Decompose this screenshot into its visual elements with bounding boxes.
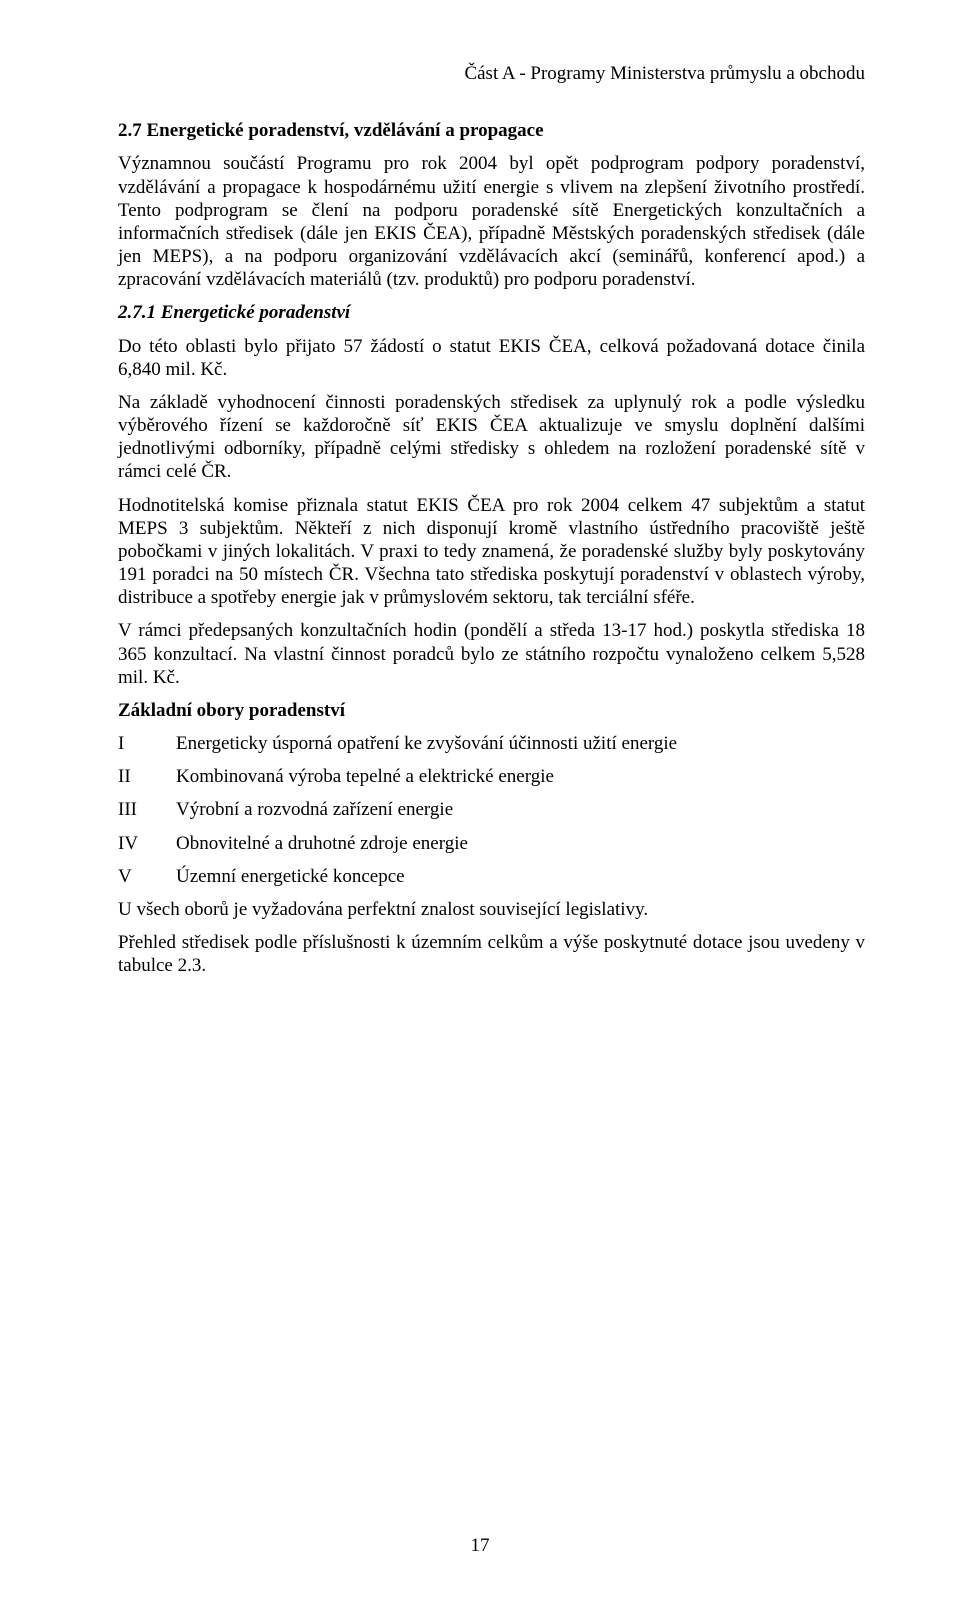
paragraph: Hodnotitelská komise přiznala statut EKI… [118,494,865,610]
definition-description: Energeticky úsporná opatření ke zvyšován… [176,732,865,755]
paragraph: Do této oblasti bylo přijato 57 žádostí … [118,335,865,381]
subsection-heading: 2.7.1 Energetické poradenství [118,301,865,324]
definition-list: I Energeticky úsporná opatření ke zvyšov… [118,732,865,888]
definition-row: III Výrobní a rozvodná zařízení energie [118,798,865,821]
definition-row: I Energeticky úsporná opatření ke zvyšov… [118,732,865,755]
definition-row: IV Obnovitelné a druhotné zdroje energie [118,832,865,855]
page: Část A - Programy Ministerstva průmyslu … [0,0,960,1605]
paragraph: Významnou součástí Programu pro rok 2004… [118,152,865,291]
paragraph: V rámci předepsaných konzultačních hodin… [118,619,865,689]
definition-term: II [118,765,176,788]
definition-term: III [118,798,176,821]
definition-description: Kombinovaná výroba tepelné a elektrické … [176,765,865,788]
definition-row: V Územní energetické koncepce [118,865,865,888]
page-number: 17 [0,1534,960,1557]
running-header: Část A - Programy Ministerstva průmyslu … [118,62,865,85]
paragraph: Na základě vyhodnocení činnosti poradens… [118,391,865,484]
definition-description: Obnovitelné a druhotné zdroje energie [176,832,865,855]
definition-description: Výrobní a rozvodná zařízení energie [176,798,865,821]
section-heading: 2.7 Energetické poradenství, vzdělávání … [118,119,865,142]
definition-row: II Kombinovaná výroba tepelné a elektric… [118,765,865,788]
list-heading: Základní obory poradenství [118,699,865,722]
definition-term: IV [118,832,176,855]
definition-term: I [118,732,176,755]
definition-description: Územní energetické koncepce [176,865,865,888]
paragraph: U všech oborů je vyžadována perfektní zn… [118,898,865,921]
definition-term: V [118,865,176,888]
paragraph: Přehled středisek podle příslušnosti k ú… [118,931,865,977]
